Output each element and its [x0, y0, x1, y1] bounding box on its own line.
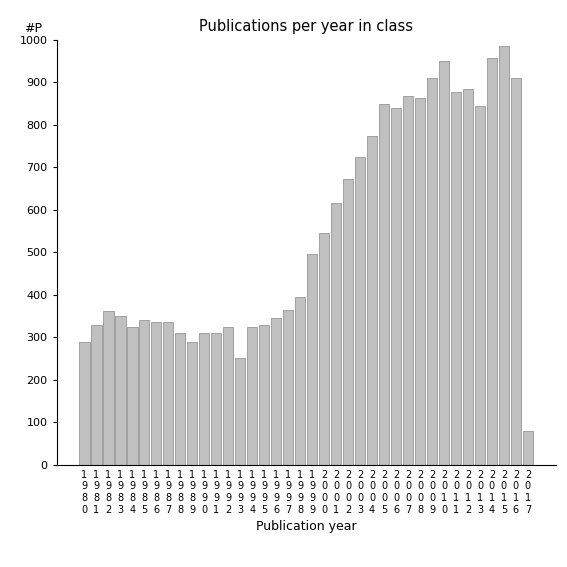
Bar [391, 108, 401, 465]
Bar [427, 78, 437, 465]
Bar [235, 358, 246, 465]
Bar [511, 78, 521, 465]
Bar [331, 204, 341, 465]
Title: Publications per year in class: Publications per year in class [199, 19, 413, 35]
Bar [103, 311, 113, 465]
Bar [499, 46, 509, 465]
Bar [319, 233, 329, 465]
Bar [355, 156, 365, 465]
Bar [128, 327, 138, 465]
Bar [223, 327, 234, 465]
Bar [175, 333, 185, 465]
Bar [151, 323, 162, 465]
Bar [463, 88, 473, 465]
Bar [283, 310, 293, 465]
Bar [307, 253, 318, 465]
Bar [115, 316, 125, 465]
Bar [367, 136, 377, 465]
Bar [199, 333, 209, 465]
Bar [451, 92, 461, 465]
Bar [415, 98, 425, 465]
Bar [211, 333, 221, 465]
Bar [271, 318, 281, 465]
Text: #P: #P [24, 23, 43, 35]
Bar [487, 57, 497, 465]
Bar [247, 327, 257, 465]
Bar [91, 324, 101, 465]
Bar [187, 341, 197, 465]
Bar [439, 61, 449, 465]
Bar [403, 96, 413, 465]
Bar [79, 342, 90, 465]
Bar [295, 297, 305, 465]
Bar [379, 104, 389, 465]
X-axis label: Publication year: Publication year [256, 520, 357, 533]
Bar [523, 431, 533, 465]
Bar [475, 105, 485, 465]
Bar [343, 179, 353, 465]
Bar [139, 320, 150, 465]
Bar [259, 325, 269, 465]
Bar [163, 323, 174, 465]
